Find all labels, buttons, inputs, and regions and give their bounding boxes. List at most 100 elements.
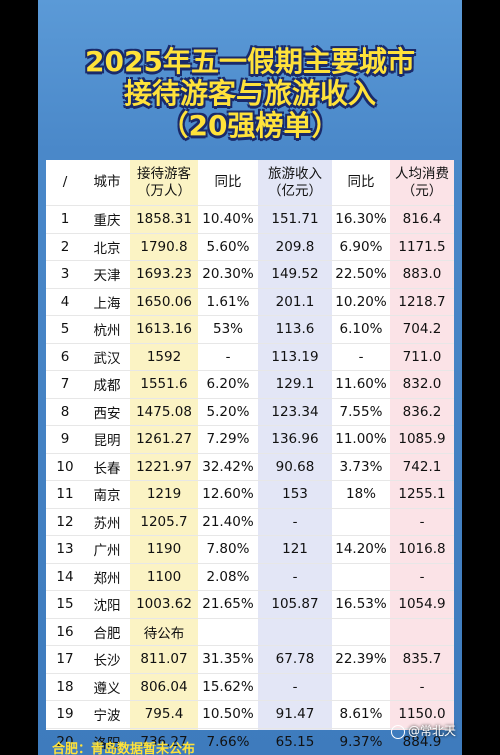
cell-visitors: 1790.8 bbox=[130, 233, 198, 261]
cell-per-capita: 836.2 bbox=[390, 398, 454, 426]
cell-visitors-yoy: 7.80% bbox=[198, 535, 258, 564]
title-line-3: （20强榜单） bbox=[160, 109, 340, 142]
cell-revenue-yoy: 10.20% bbox=[332, 288, 390, 316]
cell-per-capita: - bbox=[390, 673, 454, 701]
cell-per-capita: 711.0 bbox=[390, 343, 454, 371]
cell-visitors-yoy: 6.20% bbox=[198, 370, 258, 399]
cell-city: 郑州 bbox=[84, 563, 130, 591]
cell-revenue: 201.1 bbox=[258, 288, 332, 316]
cell-rank: 20 bbox=[46, 728, 84, 755]
cell-rank: 11 bbox=[46, 480, 84, 509]
ranking-table: / 城市 接待游客 （万人） 同比 旅游收入 （亿元） 同比 人均消费 （元） … bbox=[46, 160, 454, 755]
cell-visitors: 1650.06 bbox=[130, 288, 198, 316]
cell-visitors: 811.07 bbox=[130, 645, 198, 674]
table-row: 5 杭州 1613.16 53% 113.6 6.10% 704.2 bbox=[46, 315, 454, 344]
cell-visitors: 1205.7 bbox=[130, 508, 198, 536]
table-row: 7 成都 1551.6 6.20% 129.1 11.60% 832.0 bbox=[46, 370, 454, 399]
cell-visitors-yoy: 2.08% bbox=[198, 563, 258, 591]
cell-revenue-yoy: 16.53% bbox=[332, 590, 390, 619]
cell-visitors-yoy: - bbox=[198, 343, 258, 371]
cell-revenue-yoy: - bbox=[332, 343, 390, 371]
cell-revenue: 153 bbox=[258, 480, 332, 509]
cell-city: 杭州 bbox=[84, 315, 130, 344]
page-title: 2025年五一假期主要城市 接待游客与旅游收入 （20强榜单） bbox=[38, 46, 462, 142]
cell-rank: 2 bbox=[46, 233, 84, 261]
cell-visitors-yoy: 12.60% bbox=[198, 480, 258, 509]
ranking-table-container: / 城市 接待游客 （万人） 同比 旅游收入 （亿元） 同比 人均消费 （元） … bbox=[46, 160, 454, 755]
cell-visitors: 1261.27 bbox=[130, 425, 198, 454]
watermark-text: @常北天 bbox=[407, 724, 456, 738]
cell-rank: 4 bbox=[46, 288, 84, 316]
cell-revenue: 113.6 bbox=[258, 315, 332, 344]
cell-per-capita: 883.0 bbox=[390, 260, 454, 289]
cell-city: 长沙 bbox=[84, 645, 130, 674]
cell-visitors: 1693.23 bbox=[130, 260, 198, 289]
table-row: 17 长沙 811.07 31.35% 67.78 22.39% 835.7 bbox=[46, 645, 454, 674]
cell-per-capita: 1150.0 bbox=[390, 700, 454, 729]
cell-visitors: 806.04 bbox=[130, 673, 198, 701]
table-row: 9 昆明 1261.27 7.29% 136.96 11.00% 1085.9 bbox=[46, 425, 454, 454]
cell-revenue-yoy: 9.37% bbox=[332, 728, 390, 755]
cell-visitors-yoy: 10.40% bbox=[198, 205, 258, 234]
cell-rank: 13 bbox=[46, 535, 84, 564]
cell-city: 洛阳 bbox=[84, 728, 130, 755]
table-header-row: / 城市 接待游客 （万人） 同比 旅游收入 （亿元） 同比 人均消费 （元） bbox=[46, 160, 454, 206]
header-visitors-yoy: 同比 bbox=[198, 160, 258, 206]
cell-visitors-yoy: 32.42% bbox=[198, 453, 258, 481]
cell-rank: 18 bbox=[46, 673, 84, 701]
title-line-1: 2025年五一假期主要城市 bbox=[85, 45, 415, 78]
cell-revenue-yoy: 16.30% bbox=[332, 205, 390, 234]
cell-rank: 12 bbox=[46, 508, 84, 536]
cell-per-capita: - bbox=[390, 563, 454, 591]
cell-city: 合肥 bbox=[84, 618, 130, 646]
header-rank: / bbox=[46, 160, 84, 206]
cell-revenue: 91.47 bbox=[258, 700, 332, 729]
cell-revenue: - bbox=[258, 563, 332, 591]
header-revenue: 旅游收入 （亿元） bbox=[258, 160, 332, 206]
header-city: 城市 bbox=[84, 160, 130, 206]
cell-rank: 3 bbox=[46, 260, 84, 289]
cell-rank: 5 bbox=[46, 315, 84, 344]
table-row: 6 武汉 1592-113.19-711.0 bbox=[46, 343, 454, 371]
cell-revenue-yoy: 8.61% bbox=[332, 700, 390, 729]
cell-rank: 9 bbox=[46, 425, 84, 454]
cell-city: 成都 bbox=[84, 370, 130, 399]
watermark-icon bbox=[390, 724, 405, 739]
table-row: 1 重庆 1858.31 10.40% 151.71 16.30% 816.4 bbox=[46, 205, 454, 234]
cell-revenue-yoy: 18% bbox=[332, 480, 390, 509]
cell-visitors: 1003.62 bbox=[130, 590, 198, 619]
cell-per-capita: 1255.1 bbox=[390, 480, 454, 509]
cell-revenue-yoy: 7.55% bbox=[332, 398, 390, 426]
footer-note: 合肥：青岛数据暂未公布 bbox=[52, 742, 196, 755]
cell-per-capita: 816.4 bbox=[390, 205, 454, 234]
header-visitors: 接待游客 （万人） bbox=[130, 160, 198, 206]
cell-revenue-yoy: 11.00% bbox=[332, 425, 390, 454]
cell-visitors: 795.4 bbox=[130, 700, 198, 729]
cell-per-capita: 835.7 bbox=[390, 645, 454, 674]
cell-rank: 15 bbox=[46, 590, 84, 619]
cell-city: 昆明 bbox=[84, 425, 130, 454]
cell-rank: 7 bbox=[46, 370, 84, 399]
cell-visitors-yoy: 15.62% bbox=[198, 673, 258, 701]
cell-city: 西安 bbox=[84, 398, 130, 426]
cell-visitors: 1592 bbox=[130, 343, 198, 371]
cell-visitors: 1190 bbox=[130, 535, 198, 564]
cell-per-capita: 832.0 bbox=[390, 370, 454, 399]
cell-revenue-yoy bbox=[332, 563, 390, 591]
cell-visitors: 1221.97 bbox=[130, 453, 198, 481]
cell-city: 天津 bbox=[84, 260, 130, 289]
cell-city: 北京 bbox=[84, 233, 130, 261]
cell-per-capita: 1085.9 bbox=[390, 425, 454, 454]
cell-rank: 17 bbox=[46, 645, 84, 674]
cell-revenue-yoy: 14.20% bbox=[332, 535, 390, 564]
cell-visitors: 736.27 bbox=[130, 728, 198, 755]
cell-per-capita: 1054.9 bbox=[390, 590, 454, 619]
cell-revenue-yoy bbox=[332, 673, 390, 701]
cell-revenue-yoy: 6.10% bbox=[332, 315, 390, 344]
table-row: 14 郑州 1100 2.08% - - bbox=[46, 563, 454, 591]
cell-visitors-yoy: 1.61% bbox=[198, 288, 258, 316]
table-row: 4 上海 1650.06 1.61% 201.1 10.20% 1218.7 bbox=[46, 288, 454, 316]
cell-revenue-yoy: 3.73% bbox=[332, 453, 390, 481]
cell-visitors-yoy: 21.40% bbox=[198, 508, 258, 536]
cell-revenue: 129.1 bbox=[258, 370, 332, 399]
